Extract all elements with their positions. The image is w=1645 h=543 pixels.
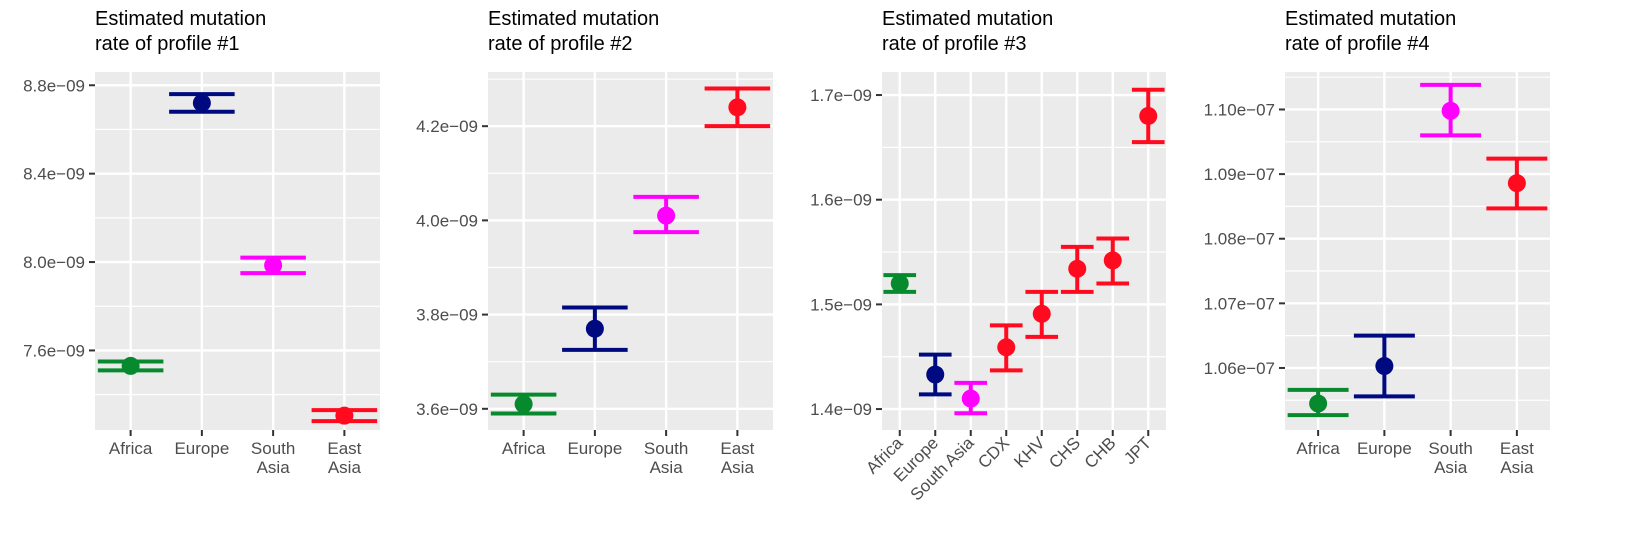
x-tick-label: East Asia <box>720 439 754 477</box>
x-tick-label: East Asia <box>1500 439 1534 477</box>
data-point <box>585 319 604 338</box>
chart-plot-2: 3.6e−09 3.8e−09 4.0e−09 4.2e−09 Africa Europe… <box>416 72 773 477</box>
data-point <box>1375 357 1394 376</box>
data-point <box>1032 304 1051 323</box>
y-tick-label: 8.0e−09 <box>23 253 85 272</box>
data-point <box>1103 251 1122 270</box>
x-tick-label: CDX <box>974 433 1013 472</box>
chart-panel-3: Estimated mutation rate of profile #3 1.… <box>790 0 1200 543</box>
x-tick-label: South Asia <box>251 439 295 477</box>
chart-title-line1: Estimated mutation <box>488 8 660 30</box>
data-point <box>926 365 945 384</box>
y-tick-label: 1.6e−09 <box>810 191 872 210</box>
data-point <box>890 274 909 293</box>
y-tick-label: 1.7e−09 <box>810 86 872 105</box>
chart-panel-1: Estimated mutation rate of profile #1 7.… <box>0 0 410 543</box>
x-tick-label: JPT <box>1120 433 1155 468</box>
y-tick-label: 1.4e−09 <box>810 400 872 419</box>
data-point <box>961 389 980 408</box>
chart-title-line2: rate of profile #2 <box>488 33 633 55</box>
y-tick-label: 7.6e−09 <box>23 341 85 360</box>
x-tick-label: Africa <box>502 439 546 458</box>
data-point <box>728 98 747 117</box>
plot-background <box>488 72 773 430</box>
data-point <box>997 338 1016 357</box>
data-point <box>1441 101 1460 120</box>
y-tick-label: 1.09e−07 <box>1204 165 1275 184</box>
x-tick-label: South Asia <box>644 439 688 477</box>
x-tick-label: Europe <box>174 439 229 458</box>
chart-title-line1: Estimated mutation <box>882 8 1054 30</box>
x-tick-label: Africa <box>109 439 153 458</box>
x-tick-label: KHV <box>1010 433 1049 472</box>
chart-panel-2: Estimated mutation rate of profile #2 3.… <box>395 0 805 543</box>
chart-title-line1: Estimated mutation <box>95 8 267 30</box>
x-tick-label: CHB <box>1081 433 1120 472</box>
y-tick-label: 4.2e−09 <box>416 117 478 136</box>
y-tick-label: 1.07e−07 <box>1204 294 1275 313</box>
y-tick-label: 3.8e−09 <box>416 306 478 325</box>
plot-background <box>882 72 1166 430</box>
chart-title-line2: rate of profile #1 <box>95 33 240 55</box>
y-tick-label: 4.0e−09 <box>416 211 478 230</box>
y-tick-label: 1.08e−07 <box>1204 230 1275 249</box>
chart-title-line2: rate of profile #4 <box>1285 33 1430 55</box>
data-point <box>657 206 676 225</box>
plot-background <box>1285 72 1550 430</box>
data-point <box>1507 174 1526 193</box>
data-point <box>264 256 283 275</box>
data-point <box>121 356 140 375</box>
y-tick-label: 1.10e−07 <box>1204 100 1275 119</box>
plot-background <box>95 72 380 430</box>
data-point <box>514 395 533 414</box>
x-tick-label: Europe <box>1357 439 1412 458</box>
y-tick-label: 1.5e−09 <box>810 295 872 314</box>
chart-panel-4: Estimated mutation rate of profile #4 1.… <box>1190 0 1645 543</box>
chart-title-line2: rate of profile #3 <box>882 33 1027 55</box>
x-tick-label: Africa <box>1296 439 1340 458</box>
y-tick-label: 3.6e−09 <box>416 400 478 419</box>
data-point <box>1068 259 1087 278</box>
chart-plot-3: 1.4e−091.5e−091.6e−091.7e−09AfricaEurope… <box>810 72 1166 504</box>
y-tick-label: 1.06e−07 <box>1204 359 1275 378</box>
data-point <box>1139 106 1158 125</box>
y-tick-label: 8.8e−09 <box>23 76 85 95</box>
x-tick-label: South Asia <box>1428 439 1472 477</box>
y-tick-label: 8.4e−09 <box>23 165 85 184</box>
chart-plot-4: 1.06e−07 1.07e−07 1.08e−07 1.09e−07 1.10e−07… <box>1204 72 1550 477</box>
chart-plot-1: 7.6e−09 8.0e−09 8.4e−09 8.8e−09 Africa Europe… <box>23 72 380 477</box>
data-point <box>335 406 354 425</box>
x-tick-label: East Asia <box>327 439 361 477</box>
chart-title-line1: Estimated mutation <box>1285 8 1457 30</box>
data-point <box>192 93 211 112</box>
x-tick-label: CHS <box>1045 433 1084 472</box>
x-tick-label: Europe <box>567 439 622 458</box>
data-point <box>1309 394 1328 413</box>
